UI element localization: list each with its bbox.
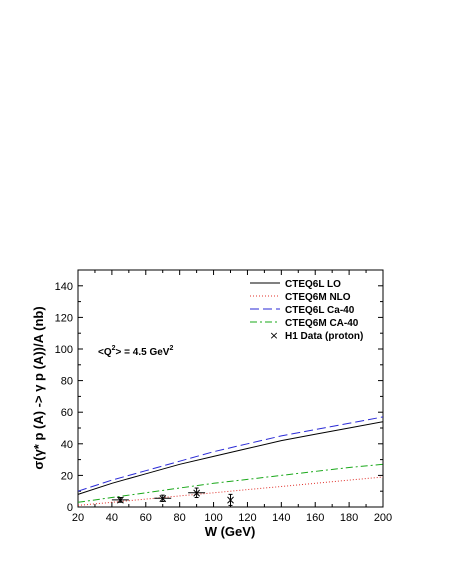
- y-tick-label: 0: [67, 502, 73, 514]
- legend-label: CTEQ6M CA-40: [285, 318, 359, 329]
- series-line-cteq6l-ca-40: [77, 416, 384, 492]
- x-tick-label: 200: [374, 512, 392, 524]
- h1-data-point: ×: [188, 486, 206, 500]
- legend: CTEQ6L LO CTEQ6M NLO CTEQ6L Ca-40 CTEQ6M CA…: [250, 279, 363, 342]
- x-tick-label: 180: [340, 512, 358, 524]
- series-layer: [77, 416, 384, 506]
- x-marker: ×: [225, 493, 235, 507]
- y-tick-label: 40: [61, 439, 73, 451]
- x-tick-label: 140: [272, 512, 290, 524]
- y-tick-label: 20: [61, 470, 73, 482]
- x-marker: ×: [115, 493, 125, 507]
- y-tick-label: 100: [55, 344, 73, 356]
- x-tick-label: 80: [174, 512, 186, 524]
- legend-label: CTEQ6M NLO: [285, 292, 351, 303]
- axis-ticks: 20 40 60 80 100 120 140 160 180 20002040608010012…: [55, 270, 392, 524]
- y-tick-label: 60: [61, 407, 73, 419]
- series-line-cteq6m-ca-40: [77, 463, 384, 503]
- y-tick-label: 140: [55, 281, 73, 293]
- h1-data-point: ×: [154, 491, 172, 505]
- x-tick-label: 100: [204, 512, 222, 524]
- h1-data-point: ×: [225, 493, 235, 507]
- series-line-cteq6l-lo: [77, 421, 384, 495]
- series-line-cteq6m-nlo: [77, 476, 384, 506]
- h1-data-point: ×: [111, 493, 129, 507]
- q2-annotation: <Q2> = 4.5 GeV2: [98, 345, 173, 358]
- x-axis-title: W (GeV): [205, 524, 256, 539]
- x-marker: ×: [192, 486, 202, 500]
- x-tick-label: 160: [306, 512, 324, 524]
- x-marker: ×: [158, 491, 168, 505]
- data-points-layer: × × × ×: [111, 486, 236, 507]
- x-tick-label: 120: [238, 512, 256, 524]
- y-tick-label: 80: [61, 376, 73, 388]
- x-tick-label: 20: [72, 512, 84, 524]
- x-tick-label: 60: [140, 512, 152, 524]
- legend-label: CTEQ6L LO: [285, 279, 341, 290]
- y-axis-title: σ(γ* p (A) -> γ p (A))/A (nb): [31, 306, 46, 469]
- y-tick-label: 120: [55, 312, 73, 324]
- x-tick-label: 40: [106, 512, 118, 524]
- legend-label: H1 Data (proton): [285, 331, 363, 342]
- legend-label: CTEQ6L Ca-40: [285, 305, 355, 316]
- legend-marker: ×: [269, 329, 278, 342]
